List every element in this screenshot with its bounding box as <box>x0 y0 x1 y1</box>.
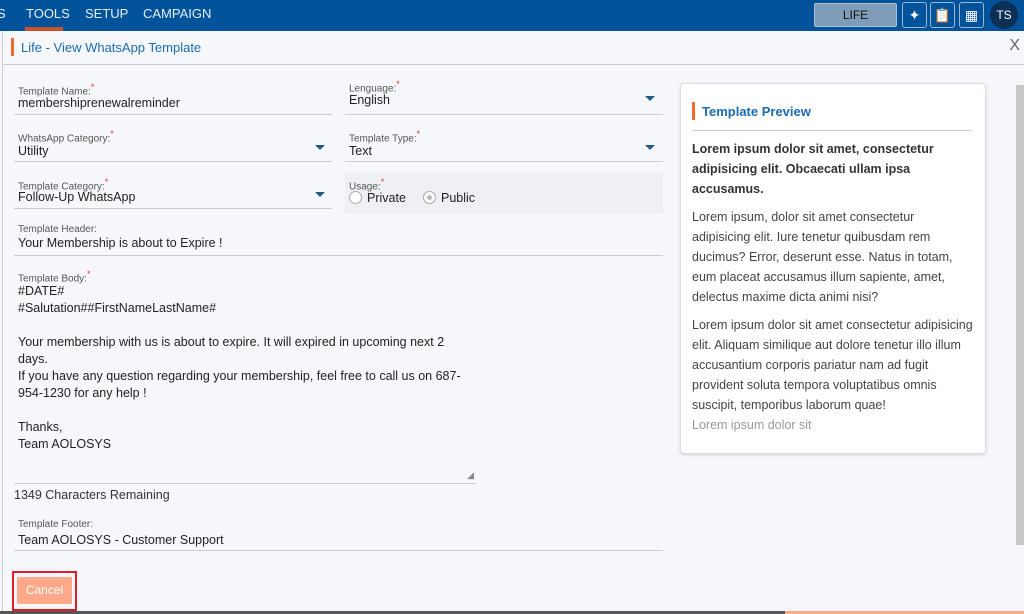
nav-item-partial[interactable]: S <box>0 6 6 21</box>
template-footer-label: Template Footer: <box>18 519 94 530</box>
chevron-down-icon <box>315 145 325 150</box>
template-body-value: #DATE# #Salutation##FirstNameLastName# Y… <box>18 284 461 451</box>
template-type-label: Template Type: <box>349 133 417 145</box>
preview-paragraph-1: Lorem ipsum, dolor sit amet consectetur … <box>692 210 953 304</box>
avatar[interactable]: TS <box>990 1 1018 29</box>
preview-paragraph-2: Lorem ipsum dolor sit amet consectetur a… <box>692 318 973 412</box>
cancel-highlight: Cancel <box>12 571 77 611</box>
template-body-textarea[interactable]: Template Body:* ◢ <box>14 266 476 484</box>
template-name-field[interactable]: Template Name:* membershiprenewalreminde… <box>14 78 332 115</box>
template-header-label: Template Header: <box>18 224 97 235</box>
template-body-label: Template Body: <box>18 273 87 285</box>
modal-header: Life - View WhatsApp Template X <box>3 31 1024 65</box>
sparkle-icon[interactable]: ✦ <box>902 2 927 28</box>
template-header-field[interactable]: Template Header: Your Membership is abou… <box>14 220 663 256</box>
required-mark: * <box>110 129 114 139</box>
modal-title: Life - View WhatsApp Template <box>21 40 202 55</box>
required-mark: * <box>380 177 385 187</box>
clipboard-add-icon[interactable]: 📋 <box>930 2 955 28</box>
usage-private-radio[interactable]: Private <box>349 191 406 205</box>
required-mark: * <box>90 82 95 92</box>
bottom-border <box>0 611 1024 614</box>
template-name-value: membershiprenewalreminder <box>18 96 180 110</box>
preview-header: Template Preview <box>692 102 972 131</box>
calendar-icon[interactable]: ▦ <box>959 2 984 28</box>
whatsapp-category-label: WhatsApp Category: <box>18 133 111 145</box>
template-footer-value: Team AOLOSYS - Customer Support <box>18 533 224 547</box>
preview-heading: Lorem ipsum dolor sit amet, consectetur … <box>692 142 934 196</box>
language-select[interactable]: Lenguage:* English <box>345 75 663 115</box>
radio-selected-icon <box>423 191 436 204</box>
whatsapp-category-value: Utility <box>18 144 49 158</box>
template-category-select[interactable]: Template Category:* Follow-Up WhatsApp <box>14 172 332 209</box>
nav-item-setup[interactable]: SETUP <box>85 6 129 21</box>
chevron-down-icon <box>645 96 655 101</box>
chevron-down-icon <box>645 145 655 150</box>
template-preview-card: Template Preview Lorem ipsum dolor sit a… <box>680 83 986 454</box>
close-icon[interactable]: X <box>1009 37 1020 54</box>
active-nav-indicator <box>25 27 63 31</box>
required-mark: * <box>416 129 421 139</box>
life-button[interactable]: LIFE <box>814 3 897 27</box>
template-type-value: Text <box>349 144 372 158</box>
required-mark: * <box>396 79 400 89</box>
cancel-button[interactable]: Cancel <box>17 577 72 604</box>
template-header-value: Your Membership is about to Expire ! <box>18 236 223 250</box>
radio-icon <box>349 191 362 204</box>
resize-handle-icon[interactable]: ◢ <box>467 470 474 480</box>
bottom-accent <box>785 611 1024 614</box>
language-label: Lenguage: <box>349 83 397 95</box>
usage-private-label: Private <box>367 191 406 205</box>
template-category-value: Follow-Up WhatsApp <box>18 190 136 204</box>
usage-label: Usage: <box>349 181 381 193</box>
whatsapp-category-select[interactable]: WhatsApp Category:* Utility <box>14 125 332 162</box>
top-nav-bar: S TOOLS SETUP CAMPAIGN LIFE ✦ 📋 ▦ TS <box>0 0 1024 31</box>
template-category-label: Template Category: <box>18 181 105 193</box>
characters-remaining: 1349 Characters Remaining <box>14 488 170 502</box>
nav-item-tools[interactable]: TOOLS <box>26 6 70 21</box>
usage-field: Usage:* Private Public <box>345 172 663 214</box>
template-name-label: Template Name: <box>18 86 91 98</box>
template-type-select[interactable]: Template Type:* Text <box>345 125 663 162</box>
template-footer-field[interactable]: Template Footer: Team AOLOSYS - Customer… <box>14 514 663 551</box>
language-value: English <box>349 93 390 107</box>
usage-public-label: Public <box>441 191 476 205</box>
title-accent <box>11 38 14 56</box>
preview-accent <box>692 102 695 120</box>
preview-footer: Lorem ipsum dolor sit <box>692 418 812 432</box>
nav-item-campaign[interactable]: CAMPAIGN <box>143 6 212 21</box>
usage-public-radio[interactable]: Public <box>423 191 475 205</box>
preview-title: Template Preview <box>702 103 811 119</box>
scrollbar[interactable] <box>1016 85 1024 545</box>
chevron-down-icon <box>315 192 325 197</box>
required-mark: * <box>86 269 91 279</box>
required-mark: * <box>104 177 109 187</box>
